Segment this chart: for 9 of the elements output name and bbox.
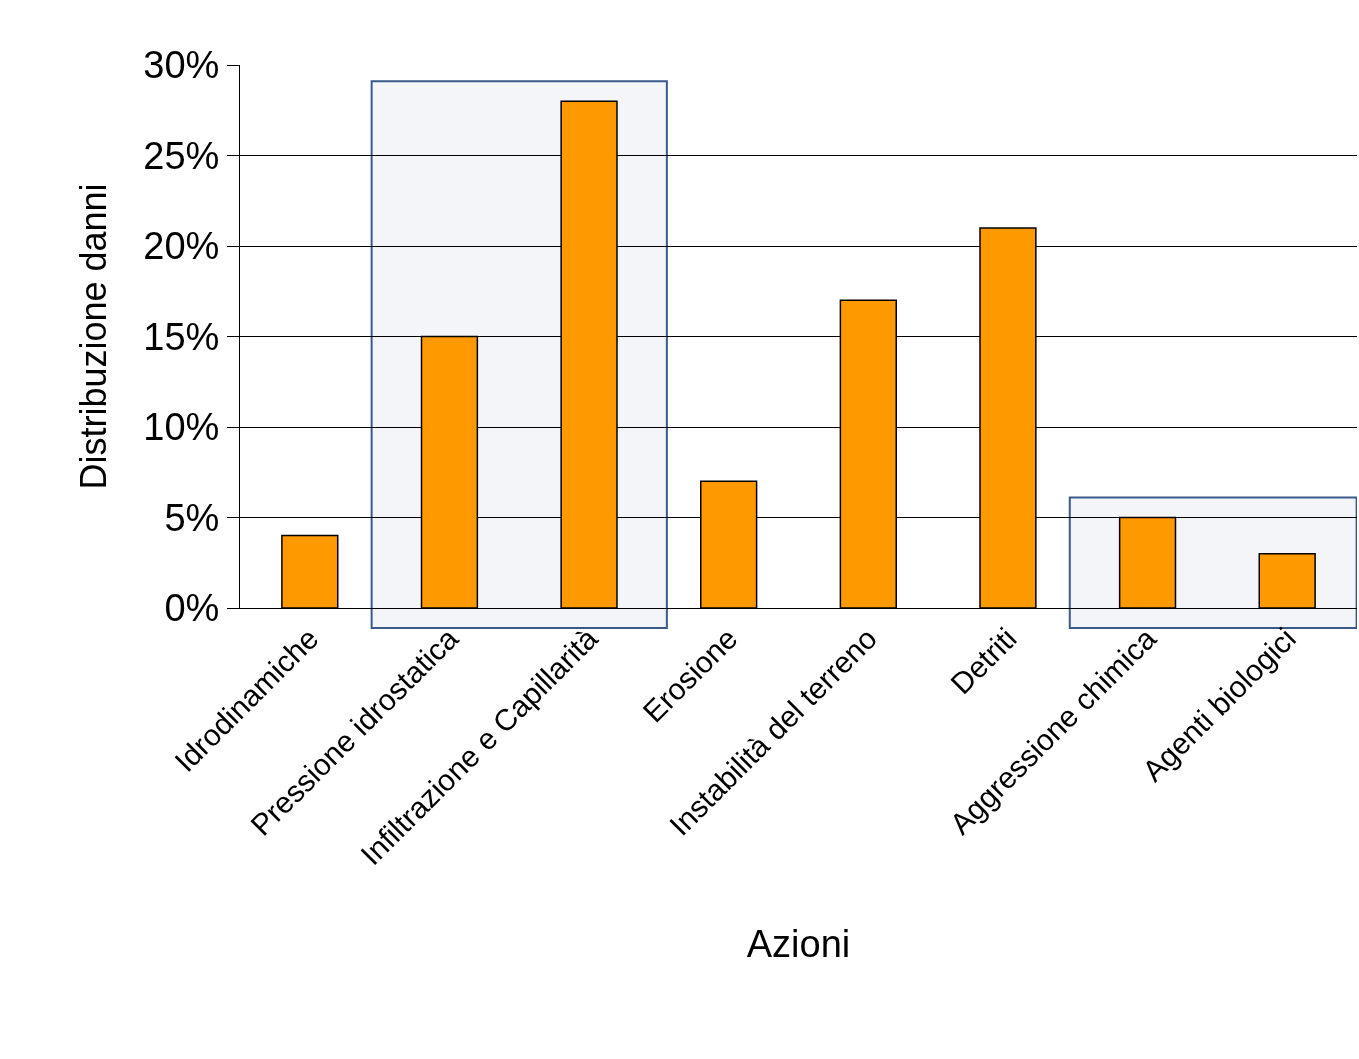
y-tick-label: 20% — [143, 225, 220, 268]
y-tick-label: 15% — [143, 315, 220, 358]
y-axis-title: Distribuzione danni — [73, 183, 115, 490]
y-tick-label: 5% — [164, 496, 220, 539]
y-tick-label: 30% — [143, 44, 220, 87]
y-tick-label: 0% — [164, 587, 220, 630]
y-tick-label: 25% — [143, 134, 220, 177]
y-tick-label: 10% — [143, 406, 220, 449]
x-axis-title: Azioni — [746, 923, 851, 966]
